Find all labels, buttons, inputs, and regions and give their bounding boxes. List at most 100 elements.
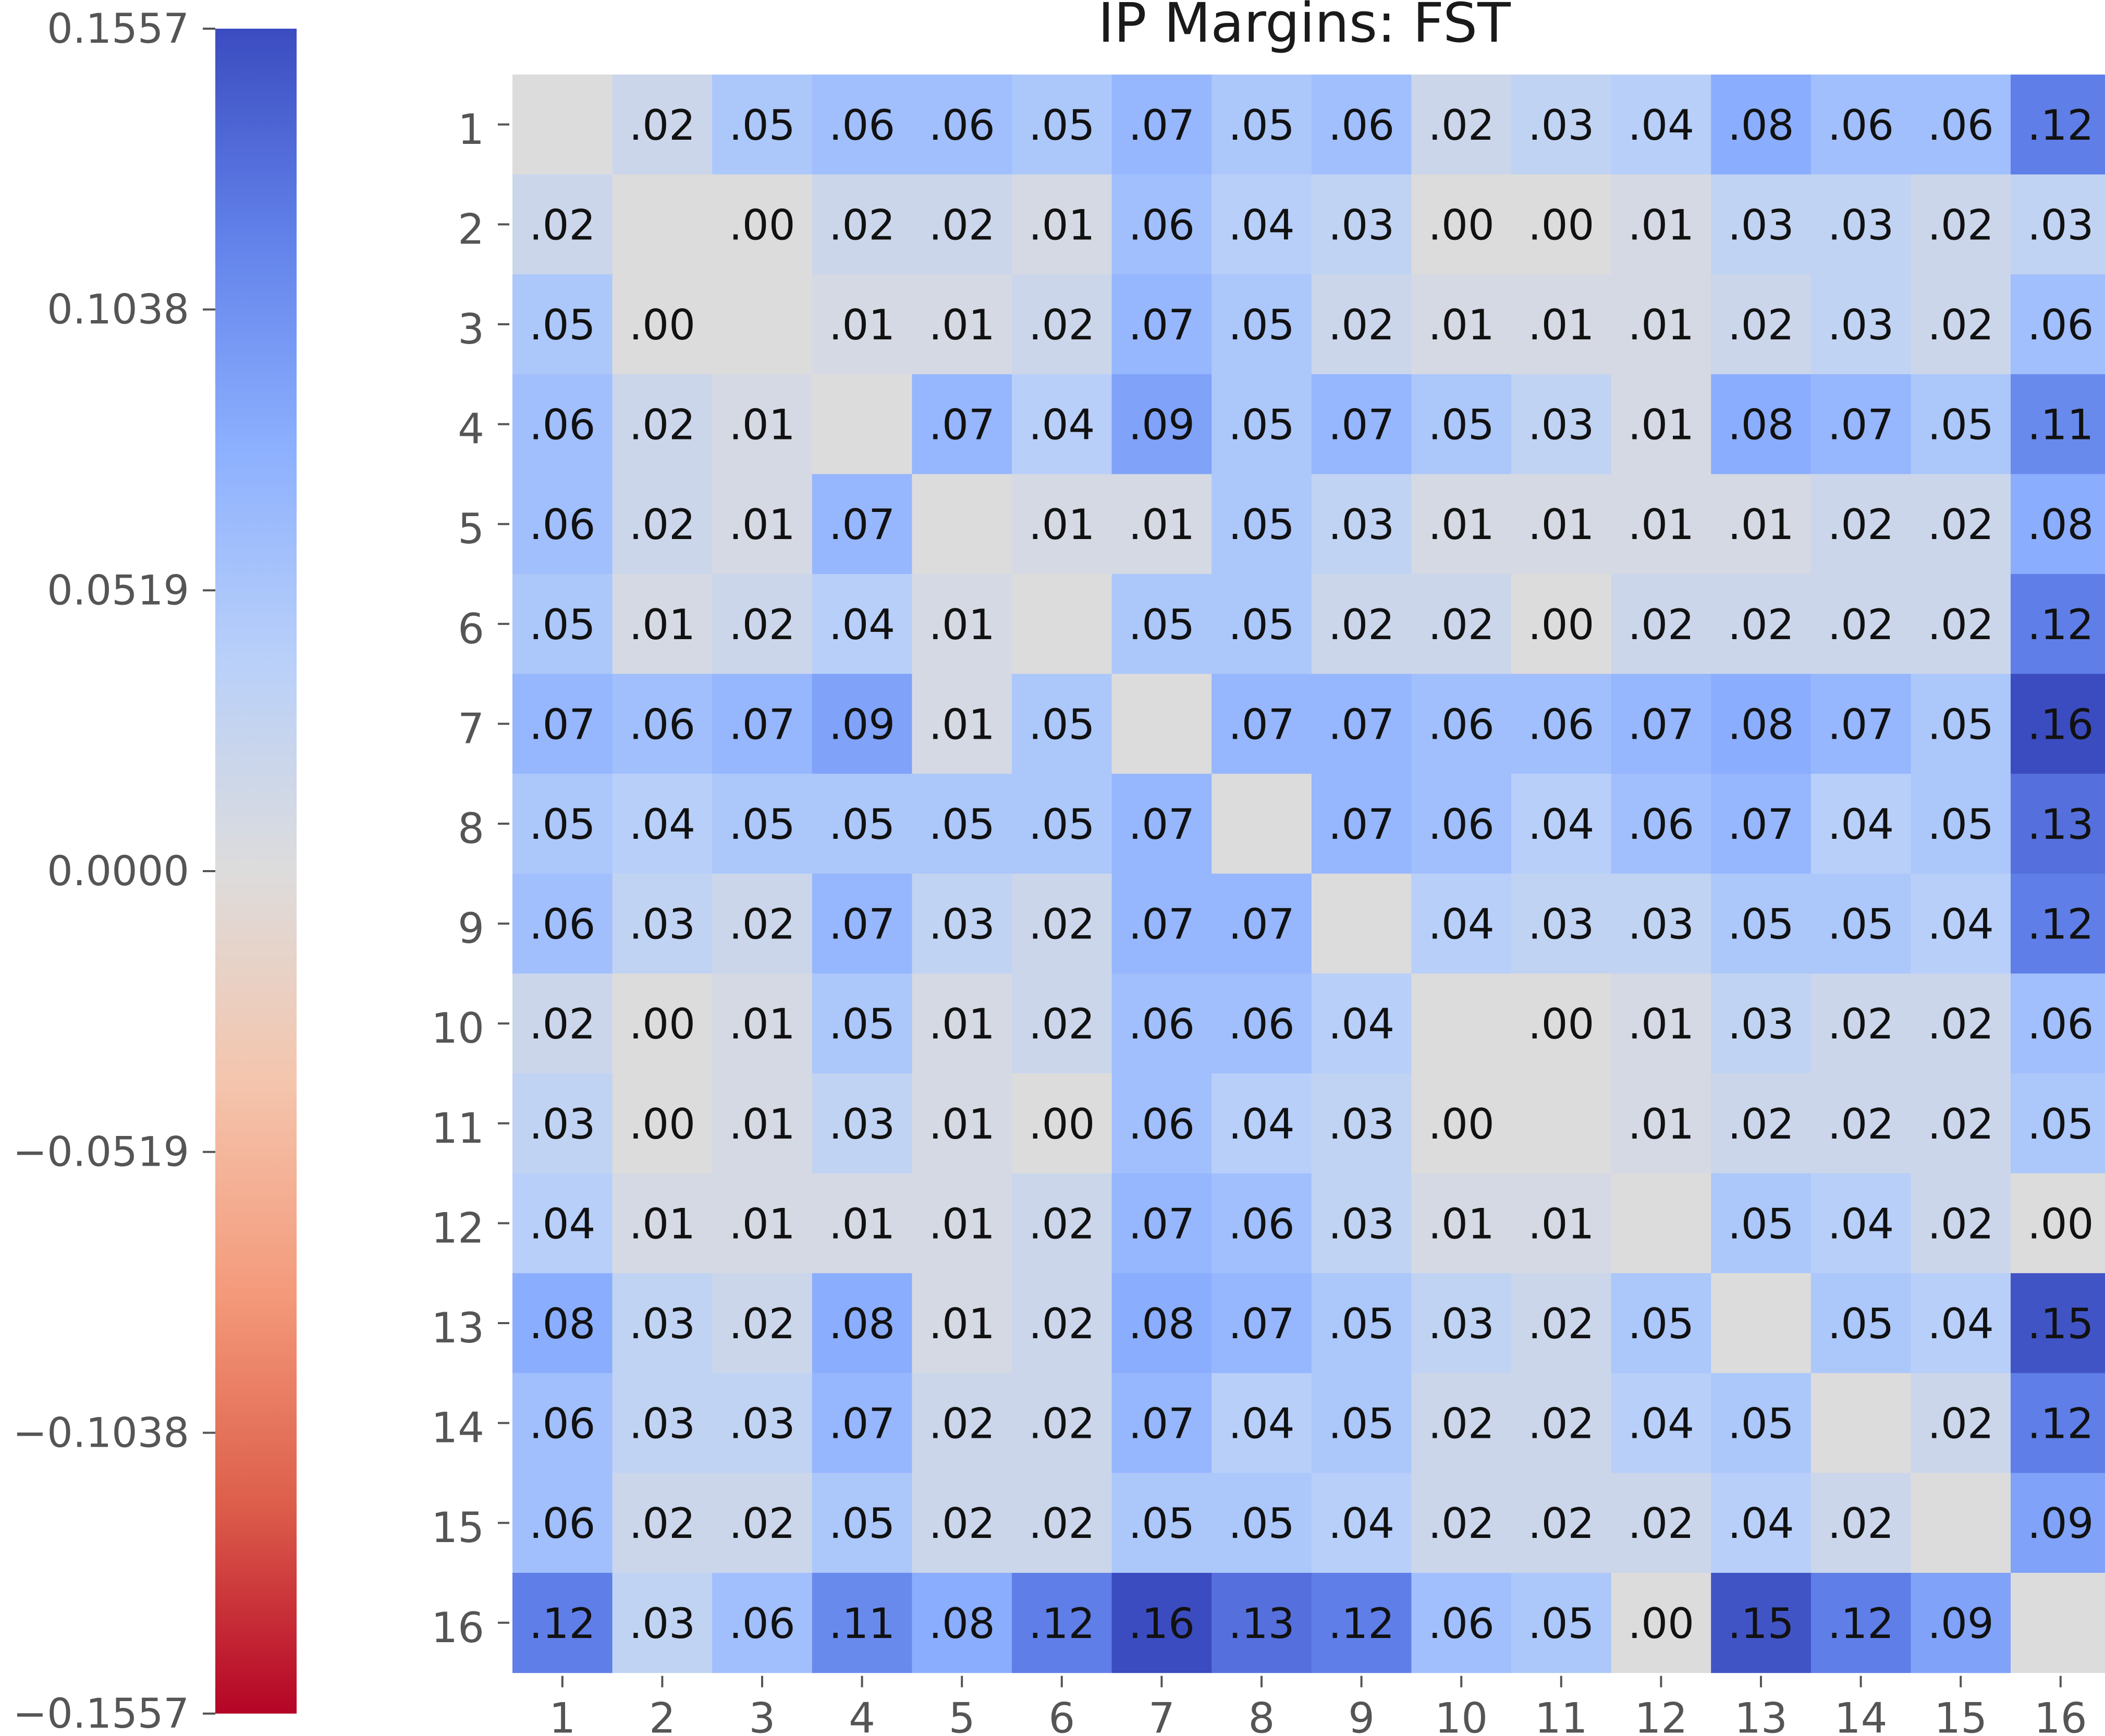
- cell-value-label: .05: [1928, 401, 1994, 449]
- cell-value-label: .02: [1528, 1300, 1594, 1348]
- heatmap-cell: [912, 274, 1012, 375]
- colorbar-tick-label: 0.1557: [47, 6, 189, 53]
- cell-value-label: .05: [1828, 1300, 1894, 1348]
- cell-value-label: .03: [629, 1599, 695, 1648]
- heatmap-cell: [1411, 1373, 1512, 1473]
- heatmap-cell: [1111, 1173, 1212, 1274]
- cell-value-label: .06: [1928, 101, 1994, 150]
- heatmap-cell: [1511, 174, 1612, 275]
- cell-value-label: .02: [1628, 601, 1694, 649]
- heatmap-cell: [1111, 374, 1212, 474]
- heatmap-cell: [1611, 574, 1711, 675]
- heatmap-cell: [1810, 873, 1911, 974]
- cell-value-label: .02: [1528, 1499, 1594, 1548]
- heatmap-cell: [512, 674, 613, 774]
- heatmap-cell: [1012, 374, 1112, 474]
- cell-value-label: .03: [1528, 900, 1594, 949]
- cell-value-label: .00: [629, 301, 695, 349]
- cell-value-label: .03: [729, 1400, 795, 1448]
- cell-value-label: .05: [1528, 1599, 1594, 1648]
- heatmap-cell: [1111, 1473, 1212, 1573]
- heatmap-cell: [1411, 574, 1512, 675]
- heatmap-cell: [1311, 1473, 1412, 1573]
- cell-value-label: .02: [929, 1499, 995, 1548]
- heatmap-cell: [1611, 1573, 1711, 1673]
- heatmap-cell: [2011, 973, 2105, 1074]
- y-tick-label: 7: [458, 704, 484, 753]
- heatmap-cell: [612, 873, 713, 974]
- cell-value-label: .15: [1728, 1599, 1794, 1648]
- cell-value-label: .00: [1628, 1599, 1694, 1648]
- cell-value-label: .05: [1029, 101, 1095, 150]
- cell-value-label: .03: [1328, 500, 1394, 549]
- heatmap-cell: [1511, 1573, 1612, 1673]
- cell-value-label: .02: [929, 201, 995, 249]
- cell-value-label: .05: [729, 101, 795, 150]
- cell-value-label: .02: [829, 201, 895, 249]
- cell-value-label: .01: [1129, 500, 1195, 549]
- heatmap-cell: [612, 1173, 713, 1274]
- cell-value-label: .05: [929, 800, 995, 849]
- heatmap-cell: [1012, 1373, 1112, 1473]
- y-tick-label: 9: [458, 904, 484, 953]
- cell-value-label: .02: [1029, 1300, 1095, 1348]
- heatmap-cell: [1111, 873, 1212, 974]
- heatmap-cell: [512, 574, 613, 675]
- cell-value-label: .02: [629, 1499, 695, 1548]
- y-tick-label: 8: [458, 804, 484, 853]
- cell-value-label: .01: [1628, 301, 1694, 349]
- cell-value-label: .05: [1228, 101, 1294, 150]
- cell-value-label: .03: [929, 900, 995, 949]
- cell-value-label: .02: [729, 900, 795, 949]
- heatmap-cell: [712, 1273, 813, 1374]
- cell-value-label: .05: [729, 800, 795, 849]
- cell-value-label: .02: [1928, 1000, 1994, 1048]
- cell-value-label: .01: [829, 1200, 895, 1248]
- heatmap-cell: [2011, 1073, 2105, 1174]
- heatmap-cell: [1211, 274, 1312, 375]
- cell-value-label: .02: [629, 401, 695, 449]
- heatmap-cell: [1311, 274, 1412, 375]
- cell-value-label: .07: [1129, 1200, 1195, 1248]
- cell-value-label: .06: [1129, 201, 1195, 249]
- y-tick-label: 4: [458, 405, 484, 454]
- heatmap-cell: [912, 973, 1012, 1074]
- colorbar-gradient: [215, 29, 297, 1714]
- heatmap-cell: [1810, 1373, 1911, 1473]
- heatmap-cell: [1211, 1273, 1312, 1374]
- cell-value-label: .05: [1029, 800, 1095, 849]
- cell-value-label: .08: [529, 1300, 595, 1348]
- heatmap-cell: [1111, 75, 1212, 175]
- heatmap-cell: [912, 774, 1012, 874]
- colorbar-tick-label: 0.1038: [47, 287, 189, 334]
- heatmap-cell: [812, 574, 912, 675]
- heatmap-cell: [1211, 374, 1312, 474]
- heatmap-cell: [1211, 574, 1312, 675]
- heatmap-cell: [712, 474, 813, 574]
- cell-value-label: .02: [1928, 601, 1994, 649]
- heatmap-cell: [1611, 174, 1711, 275]
- cell-value-label: .02: [1828, 1499, 1894, 1548]
- heatmap-cell: [2011, 75, 2105, 175]
- y-tick-label: 15: [431, 1503, 484, 1552]
- x-tick-label: 6: [1048, 1694, 1075, 1733]
- cell-value-label: .07: [829, 500, 895, 549]
- cell-value-label: .06: [1428, 800, 1495, 849]
- heatmap-cell: [1111, 973, 1212, 1074]
- heatmap-cell: [1911, 774, 2011, 874]
- cell-value-label: .00: [1528, 1000, 1594, 1048]
- heatmap-cell: [1111, 174, 1212, 275]
- cell-value-label: .06: [1228, 1200, 1294, 1248]
- heatmap-cell: [1711, 674, 1812, 774]
- colorbar-tick-label: 0.0519: [47, 567, 189, 614]
- heatmap-cell: [1611, 1073, 1711, 1174]
- cell-value-label: .07: [729, 700, 795, 749]
- heatmap-cell: [1411, 973, 1512, 1074]
- cell-value-label: .06: [829, 101, 895, 150]
- cell-value-label: .06: [1828, 101, 1894, 150]
- cell-value-label: .02: [729, 1499, 795, 1548]
- cell-value-label: .03: [1728, 1000, 1794, 1048]
- heatmap-cell: [1311, 1573, 1412, 1673]
- heatmap-cell: [2011, 574, 2105, 675]
- cell-value-label: .02: [1928, 201, 1994, 249]
